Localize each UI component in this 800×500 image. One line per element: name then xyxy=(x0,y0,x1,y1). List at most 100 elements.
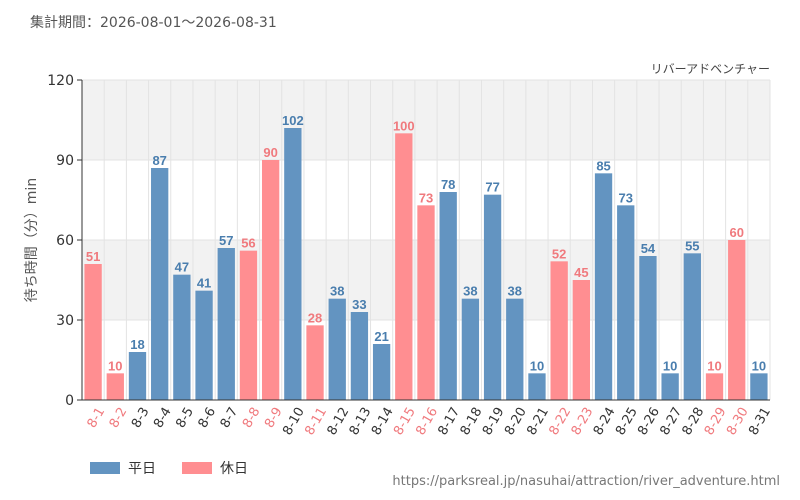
chart-bars xyxy=(84,128,768,401)
value-label-8-9: 90 xyxy=(263,145,277,160)
bar-8-20 xyxy=(506,298,524,400)
bar-8-26 xyxy=(639,256,657,400)
legend-label-holiday: 休日 xyxy=(220,461,248,477)
value-label-8-8: 56 xyxy=(241,236,255,251)
bar-8-2 xyxy=(106,373,124,400)
bar-8-12 xyxy=(328,298,346,400)
value-label-8-13: 33 xyxy=(352,297,366,312)
bar-8-18 xyxy=(461,298,480,400)
value-label-8-27: 10 xyxy=(663,358,677,373)
value-label-8-16: 73 xyxy=(419,190,433,205)
value-label-8-18: 38 xyxy=(463,284,477,299)
x-tick-8-2: 8-2 xyxy=(107,405,131,431)
bar-8-29 xyxy=(705,373,724,400)
x-tick-8-28: 8-28 xyxy=(680,405,708,438)
bar-8-4 xyxy=(151,168,169,400)
bar-8-5 xyxy=(173,274,191,400)
x-tick-8-5: 8-5 xyxy=(173,405,197,431)
bar-8-13 xyxy=(350,312,369,400)
x-tick-8-4: 8-4 xyxy=(151,405,175,431)
bar-8-21 xyxy=(528,373,546,400)
x-tick-8-21: 8-21 xyxy=(524,405,552,438)
chart-value-labels: 51 10 18 87 47 41 57 56 90 102 28 38 33 21 100 73 78 38 77… xyxy=(86,113,766,373)
value-label-8-29: 10 xyxy=(707,358,721,373)
x-tick-8-3: 8-3 xyxy=(129,405,153,431)
value-label-8-4: 87 xyxy=(152,153,166,168)
chart-y-ticks: 0 30 60 90 120 xyxy=(47,73,82,409)
grid-band xyxy=(82,80,770,160)
bar-8-15 xyxy=(395,133,413,401)
y-tick-90: 90 xyxy=(56,153,74,169)
bar-8-22 xyxy=(550,261,568,400)
x-tick-8-24: 8-24 xyxy=(591,405,619,438)
x-tick-8-1: 8-1 xyxy=(85,405,109,431)
chart-x-ticks: 8-18-28-38-48-58-68-78-88-98-108-118-128… xyxy=(85,405,774,438)
x-tick-8-19: 8-19 xyxy=(480,405,508,438)
value-label-8-12: 38 xyxy=(330,284,344,299)
legend-swatch-holiday xyxy=(182,462,212,474)
attraction-name: リバーアドベンチャー xyxy=(650,62,770,76)
value-label-8-15: 100 xyxy=(393,118,415,133)
y-tick-60: 60 xyxy=(56,233,74,249)
bar-8-19 xyxy=(483,194,502,400)
bar-8-7 xyxy=(217,248,235,400)
value-label-8-14: 21 xyxy=(374,329,388,344)
bar-8-30 xyxy=(728,240,746,400)
value-label-8-28: 55 xyxy=(685,238,699,253)
y-tick-120: 120 xyxy=(47,73,74,89)
bar-8-6 xyxy=(195,290,213,400)
value-label-8-10: 102 xyxy=(282,113,304,128)
bar-8-9 xyxy=(261,160,280,400)
bar-8-14 xyxy=(372,344,391,400)
bar-8-10 xyxy=(284,128,302,400)
bar-8-27 xyxy=(661,373,679,400)
period-label: 集計期間：2026-08-01～2026-08-31 xyxy=(30,15,277,31)
source-url[interactable]: https://parksreal.jp/nasuhai/attraction/… xyxy=(392,474,780,489)
legend-item-weekday[interactable]: 平日 xyxy=(90,458,156,478)
value-label-8-19: 77 xyxy=(485,180,499,195)
value-label-8-31: 10 xyxy=(752,358,766,373)
x-tick-8-15: 8-15 xyxy=(391,405,419,438)
bar-8-8 xyxy=(239,250,258,400)
legend: 平日 休日 xyxy=(90,458,248,478)
bar-8-25 xyxy=(617,205,635,400)
x-tick-8-29: 8-29 xyxy=(702,405,730,438)
value-label-8-11: 28 xyxy=(308,310,322,325)
bar-8-1 xyxy=(84,264,102,400)
x-tick-8-8: 8-8 xyxy=(240,405,264,431)
value-label-8-2: 10 xyxy=(108,358,122,373)
legend-item-holiday[interactable]: 休日 xyxy=(182,458,248,478)
x-tick-8-30: 8-30 xyxy=(724,405,752,438)
x-tick-8-27: 8-27 xyxy=(657,405,685,438)
value-label-8-22: 52 xyxy=(552,246,566,261)
x-tick-8-14: 8-14 xyxy=(369,405,397,438)
value-label-8-6: 41 xyxy=(197,276,211,291)
value-label-8-25: 73 xyxy=(619,190,633,205)
x-tick-8-6: 8-6 xyxy=(196,405,220,431)
value-label-8-17: 78 xyxy=(441,177,455,192)
value-label-8-3: 18 xyxy=(130,337,144,352)
bar-8-24 xyxy=(594,173,613,400)
bar-8-28 xyxy=(683,253,701,400)
value-label-8-24: 85 xyxy=(596,158,610,173)
value-label-8-21: 10 xyxy=(530,358,544,373)
x-tick-8-22: 8-22 xyxy=(546,405,574,438)
bar-8-3 xyxy=(128,352,147,400)
value-label-8-30: 60 xyxy=(729,225,743,240)
legend-label-weekday: 平日 xyxy=(128,461,156,477)
x-tick-8-25: 8-25 xyxy=(613,405,641,438)
bar-8-11 xyxy=(306,325,324,400)
x-tick-8-13: 8-13 xyxy=(347,405,375,438)
bar-8-31 xyxy=(750,373,768,400)
value-label-8-1: 51 xyxy=(86,249,100,264)
x-tick-8-11: 8-11 xyxy=(302,405,330,438)
y-tick-0: 0 xyxy=(65,393,74,409)
x-tick-8-23: 8-23 xyxy=(569,405,597,438)
y-tick-30: 30 xyxy=(56,313,74,329)
x-tick-8-7: 8-7 xyxy=(218,405,242,431)
bar-8-16 xyxy=(417,205,435,400)
value-label-8-26: 54 xyxy=(641,241,656,256)
x-tick-8-12: 8-12 xyxy=(325,405,353,438)
x-tick-8-20: 8-20 xyxy=(502,405,530,438)
